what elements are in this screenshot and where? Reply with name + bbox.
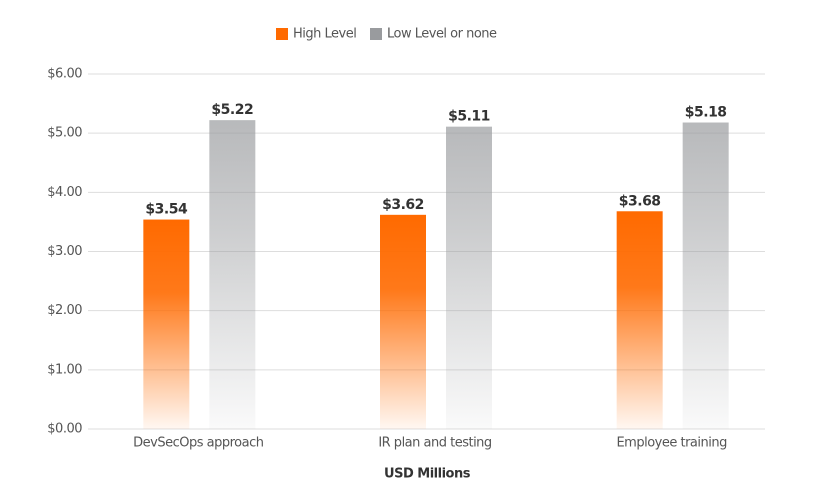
y-tick-label: $1.00 [47,362,82,377]
bar [380,214,426,429]
x-tick-label: DevSecOps approach [133,436,264,451]
bar [143,219,190,429]
x-tick-label: IR plan and testing [378,436,492,451]
legend-label: Low Level or none [387,27,497,42]
bar [446,126,492,430]
legend-swatch [370,28,382,40]
bar [209,120,256,430]
value-label: $5.22 [211,102,253,118]
value-label: $5.11 [448,109,490,125]
x-axis-label: USD Millions [384,467,471,482]
y-tick-label: $2.00 [47,303,82,318]
y-tick-label: $3.00 [47,244,82,259]
value-label: $3.54 [145,202,188,218]
bar [616,211,663,429]
y-tick-label: $4.00 [47,185,82,200]
value-label: $3.68 [619,193,661,209]
legend-label: High Level [293,27,356,42]
y-tick-label: $0.00 [47,422,82,437]
bar [682,122,729,430]
value-label: $5.18 [685,105,727,121]
x-tick-label: Employee training [616,436,727,451]
legend-swatch [276,28,288,40]
y-tick-label: $5.00 [47,126,82,141]
value-label: $3.62 [382,197,424,213]
y-tick-label: $6.00 [47,67,82,82]
